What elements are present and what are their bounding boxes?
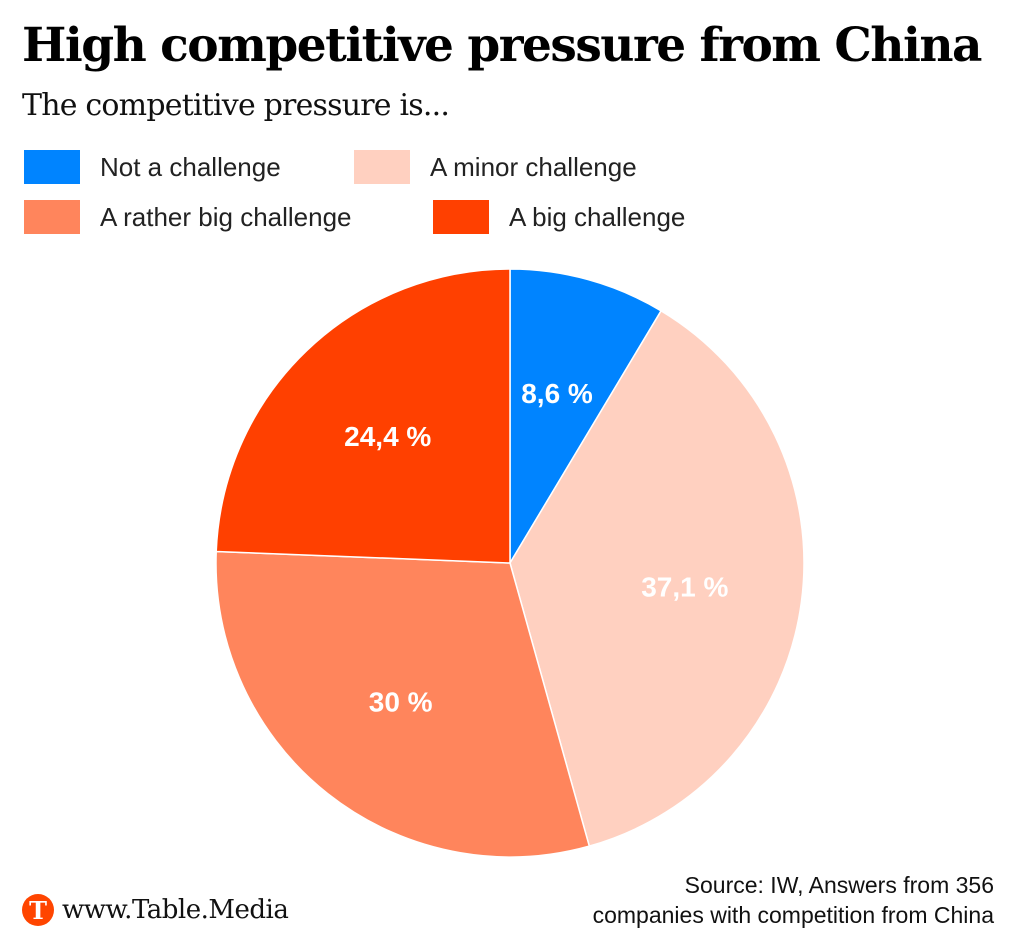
data-label: 24,4 % [344, 421, 431, 452]
legend-item-not-a-challenge: Not a challenge [24, 150, 281, 184]
legend-item-rather-big-challenge: A rather big challenge [24, 200, 352, 234]
legend-swatch [433, 200, 489, 234]
legend-label: A minor challenge [430, 151, 637, 182]
legend-swatch [24, 150, 80, 184]
legend-label: A big challenge [509, 201, 686, 232]
data-label: 8,6 % [521, 378, 593, 409]
pie-slice-a-big-challenge [215, 268, 511, 564]
pie-slice-a-minor-challenge [509, 309, 805, 848]
legend-swatch [354, 150, 410, 184]
source-note: Source: IW, Answers from 356 companies w… [593, 870, 994, 930]
legend-swatch [24, 200, 80, 234]
source-line-2: companies with competition from China [592, 902, 994, 928]
table-media-logo-icon: T [22, 894, 54, 926]
data-label: 37,1 % [641, 571, 728, 602]
data-label: 30 % [369, 686, 433, 717]
legend-label: A rather big challenge [100, 201, 352, 232]
chart-subtitle: The competitive pressure is... [22, 88, 450, 123]
logo-url: www.Table.Media [62, 895, 289, 925]
legend-item-big-challenge: A big challenge [433, 200, 685, 234]
legend-label: Not a challenge [100, 151, 281, 182]
legend-item-minor-challenge: A minor challenge [354, 150, 637, 184]
source-line-1: Source: IW, Answers from 356 [684, 872, 994, 898]
table-media-logo: T www.Table.Media [22, 894, 289, 926]
pie-slice-a-rather-big-challenge [215, 550, 591, 858]
chart-title: High competitive pressure from China [22, 18, 982, 73]
pie-slice-not-a-challenge [509, 268, 663, 566]
